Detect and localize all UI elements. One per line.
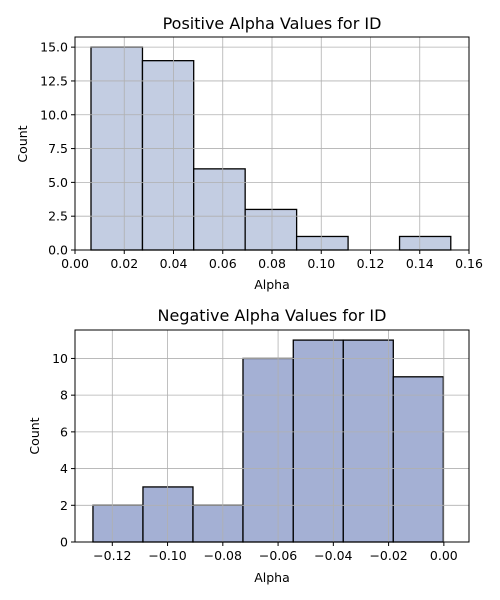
y-tick-label: 6 [60, 424, 68, 439]
x-tick-label: −0.04 [314, 548, 352, 563]
y-tick-label: 0.0 [48, 243, 68, 258]
histogram-bar [295, 235, 349, 251]
x-tick-label: −0.06 [259, 548, 297, 563]
x-tick-label: 0.14 [406, 256, 434, 271]
y-tick-label: 15.0 [40, 40, 68, 55]
histogram-bar [392, 376, 444, 543]
x-axis-label: Alpha [254, 277, 290, 292]
histogram-bar [244, 208, 298, 251]
y-axis-label: Count [27, 417, 42, 454]
x-tick-label: 0.06 [209, 256, 237, 271]
histogram-bar [141, 60, 195, 251]
negative-alpha-histogram: Negative Alpha Values for ID Alpha Count… [27, 306, 470, 585]
x-tick-label: 0.04 [160, 256, 188, 271]
y-tick-label: 7.5 [48, 141, 68, 156]
x-tick-label: 0.16 [455, 256, 483, 271]
histogram-bar [342, 339, 394, 543]
histogram-bar [242, 357, 294, 543]
y-tick-label: 10 [52, 351, 68, 366]
plot-area [74, 36, 470, 251]
x-tick-label: −0.08 [204, 548, 242, 563]
chart-title: Negative Alpha Values for ID [158, 306, 387, 325]
histogram-bar [193, 168, 246, 251]
x-tick-label: 0.12 [357, 256, 385, 271]
x-tick-label: 0.10 [307, 256, 335, 271]
y-axis-label: Count [15, 125, 30, 162]
positive-alpha-histogram: Positive Alpha Values for ID Alpha Count… [15, 14, 483, 292]
x-tick-label: 0.08 [258, 256, 286, 271]
x-axis-label: Alpha [254, 570, 290, 585]
histogram-bar [398, 235, 452, 251]
y-tick-label: 8 [60, 388, 68, 403]
x-tick-label: −0.12 [93, 548, 131, 563]
chart-title: Positive Alpha Values for ID [163, 14, 382, 33]
plot-area [74, 329, 470, 543]
histogram-bar [192, 504, 244, 543]
y-tick-label: 2.5 [48, 209, 68, 224]
histogram-bar [142, 486, 194, 543]
x-tick-label: 0.00 [61, 256, 89, 271]
y-tick-label: 2 [60, 498, 68, 513]
x-tick-label: −0.02 [369, 548, 407, 563]
histogram-bar [92, 504, 144, 543]
y-tick-label: 0 [60, 535, 68, 550]
axes-frame [74, 329, 470, 543]
y-tick-label: 5.0 [48, 175, 68, 190]
y-tick-label: 10.0 [40, 107, 68, 122]
y-tick-label: 12.5 [40, 73, 68, 88]
histogram-bar [292, 339, 344, 543]
x-tick-label: 0.00 [430, 548, 458, 563]
x-tick-label: 0.02 [110, 256, 138, 271]
y-tick-label: 4 [60, 461, 68, 476]
x-tick-label: −0.10 [148, 548, 186, 563]
